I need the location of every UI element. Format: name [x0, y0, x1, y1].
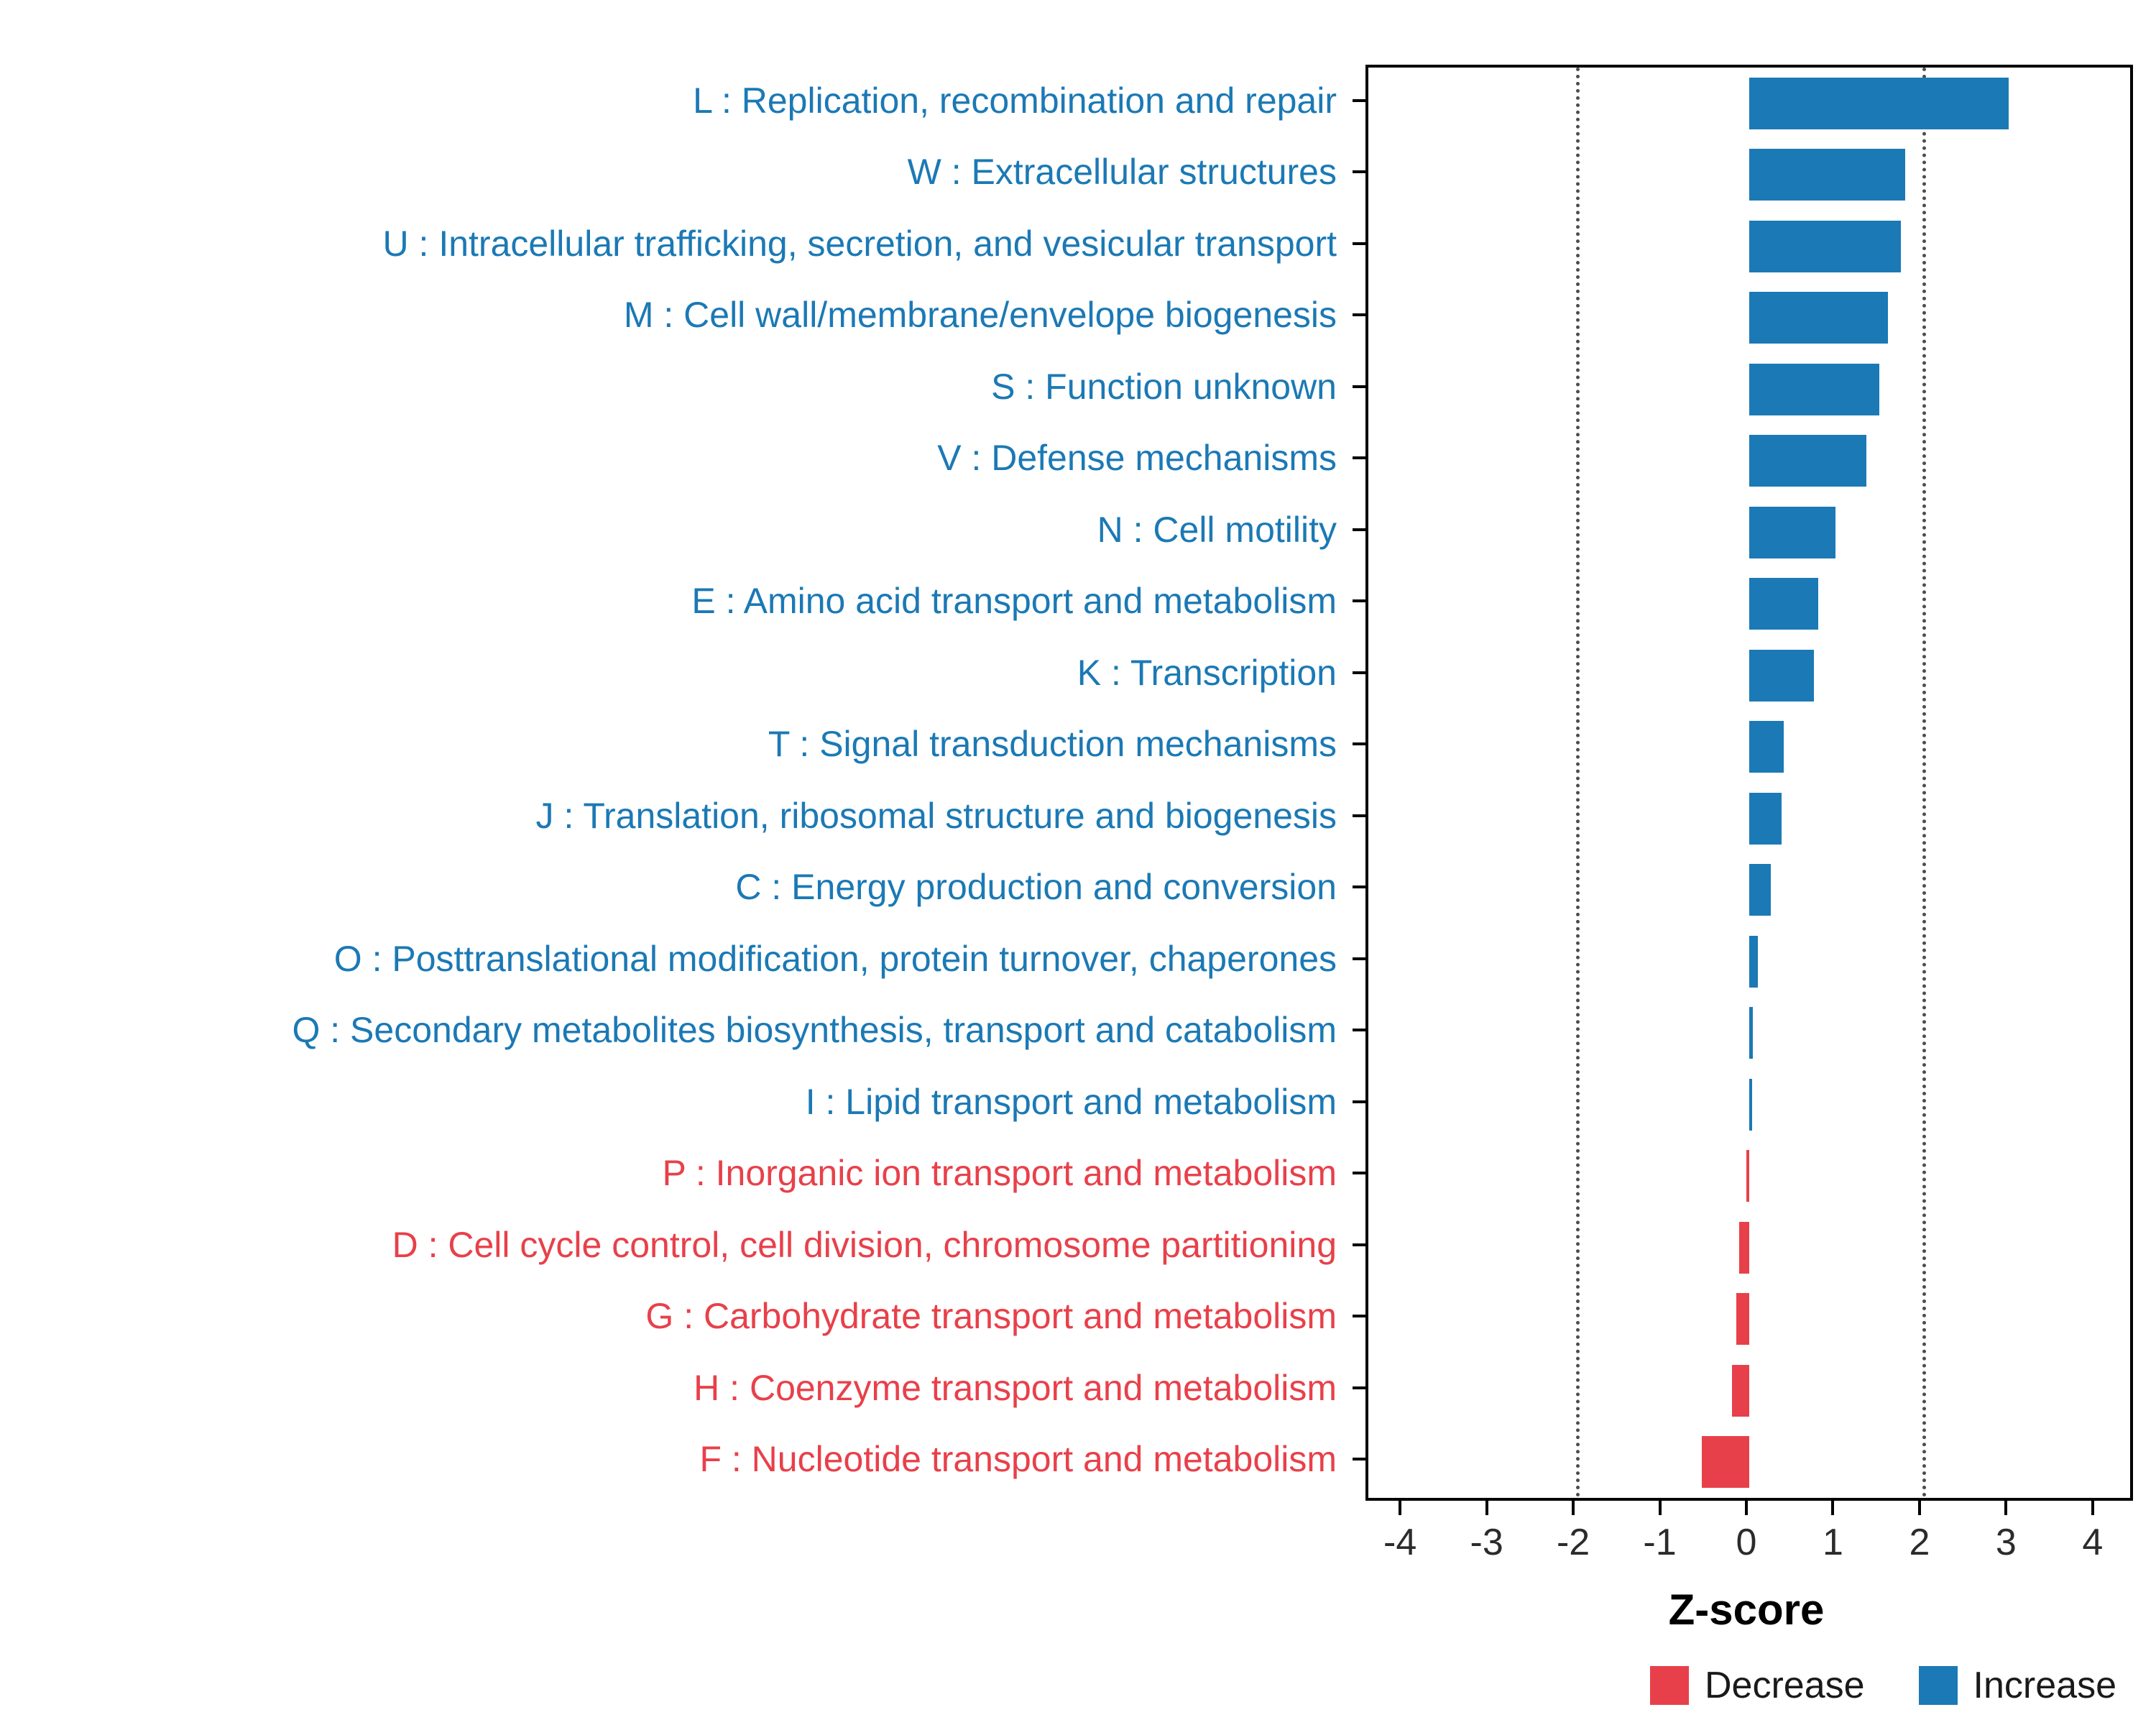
- x-tick-label: -4: [1383, 1522, 1417, 1563]
- y-tick-mark: [1353, 1029, 1365, 1031]
- bar: [1701, 1436, 1749, 1488]
- legend-item-increase: Increase: [1918, 1664, 2116, 1707]
- y-tick-mark: [1353, 1458, 1365, 1460]
- category-label: V : Defense mechanisms: [937, 438, 1337, 478]
- plot-panel: [1365, 65, 2133, 1501]
- bar: [1746, 1150, 1749, 1202]
- x-axis-title: Z-score: [1668, 1586, 1825, 1634]
- y-tick-mark: [1353, 742, 1365, 745]
- bar: [1749, 364, 1879, 415]
- category-label: H : Coenzyme transport and metabolism: [694, 1368, 1337, 1408]
- reference-line: [1922, 68, 1926, 1498]
- y-tick-mark: [1353, 313, 1365, 316]
- bar: [1749, 864, 1772, 916]
- category-label: F : Nucleotide transport and metabolism: [699, 1439, 1337, 1479]
- category-label: P : Inorganic ion transport and metaboli…: [662, 1153, 1337, 1193]
- x-tick-label: 2: [1909, 1522, 1930, 1563]
- y-tick-mark: [1353, 170, 1365, 173]
- bar: [1749, 507, 1836, 558]
- bar: [1749, 936, 1759, 988]
- bar: [1749, 292, 1888, 344]
- y-tick-mark: [1353, 242, 1365, 245]
- category-label: D : Cell cycle control, cell division, c…: [392, 1225, 1337, 1265]
- x-tick-mark: [1399, 1501, 1401, 1515]
- y-tick-mark: [1353, 957, 1365, 960]
- category-label: U : Intracellular trafficking, secretion…: [382, 224, 1337, 264]
- x-tick-mark: [2004, 1501, 2007, 1515]
- y-tick-mark: [1353, 1315, 1365, 1317]
- y-tick-mark: [1353, 99, 1365, 102]
- x-tick-mark: [1831, 1501, 1834, 1515]
- legend-swatch-increase: [1918, 1666, 1958, 1705]
- bar: [1749, 435, 1866, 487]
- legend-item-decrease: Decrease: [1649, 1664, 1865, 1707]
- x-tick-label: -1: [1643, 1522, 1677, 1563]
- bar: [1731, 1365, 1749, 1417]
- y-tick-mark: [1353, 599, 1365, 602]
- category-label: N : Cell motility: [1097, 510, 1337, 550]
- x-tick-mark: [1745, 1501, 1748, 1515]
- category-label: I : Lipid transport and metabolism: [805, 1082, 1337, 1122]
- x-tick-mark: [1659, 1501, 1662, 1515]
- category-label: S : Function unknown: [991, 367, 1337, 407]
- x-tick-label: 0: [1736, 1522, 1757, 1563]
- legend: Decrease Increase: [1649, 1664, 2116, 1707]
- bar: [1749, 578, 1819, 630]
- reference-line: [1576, 68, 1580, 1498]
- category-label: G : Carbohydrate transport and metabolis…: [645, 1296, 1337, 1336]
- x-tick-label: 1: [1822, 1522, 1843, 1563]
- category-label: O : Posttranslational modification, prot…: [333, 939, 1337, 979]
- y-tick-mark: [1353, 456, 1365, 459]
- y-tick-mark: [1353, 1172, 1365, 1174]
- category-label: C : Energy production and conversion: [735, 867, 1337, 907]
- y-tick-mark: [1353, 814, 1365, 817]
- x-tick-mark: [2091, 1501, 2094, 1515]
- x-tick-label: -2: [1556, 1522, 1590, 1563]
- category-label: W : Extracellular structures: [907, 152, 1337, 192]
- y-tick-mark: [1353, 671, 1365, 674]
- x-tick-label: -3: [1470, 1522, 1503, 1563]
- category-label: J : Translation, ribosomal structure and…: [535, 796, 1337, 836]
- y-tick-mark: [1353, 1243, 1365, 1246]
- category-label: Q : Secondary metabolites biosynthesis, …: [292, 1010, 1337, 1050]
- bar: [1749, 793, 1782, 845]
- category-label: E : Amino acid transport and metabolism: [691, 581, 1337, 621]
- bar: [1736, 1293, 1749, 1345]
- bar: [1749, 221, 1901, 272]
- bar: [1738, 1222, 1749, 1274]
- x-tick-mark: [1918, 1501, 1921, 1515]
- category-label: M : Cell wall/membrane/envelope biogenes…: [623, 295, 1337, 335]
- x-tick-mark: [1485, 1501, 1488, 1515]
- bar: [1749, 149, 1905, 201]
- category-label: T : Signal transduction mechanisms: [768, 724, 1337, 764]
- legend-label: Increase: [1973, 1665, 2116, 1706]
- legend-swatch-decrease: [1649, 1666, 1689, 1705]
- y-tick-mark: [1353, 1386, 1365, 1389]
- bar: [1749, 1079, 1752, 1131]
- y-tick-mark: [1353, 385, 1365, 388]
- bar: [1749, 721, 1784, 773]
- x-tick-label: 3: [1995, 1522, 2017, 1563]
- x-tick-label: 4: [2082, 1522, 2104, 1563]
- legend-label: Decrease: [1704, 1665, 1865, 1706]
- category-label: K : Transcription: [1077, 653, 1337, 693]
- bar: [1749, 78, 2009, 129]
- category-label: L : Replication, recombination and repai…: [693, 80, 1337, 121]
- y-tick-mark: [1353, 1100, 1365, 1103]
- bar: [1749, 1007, 1753, 1059]
- y-tick-mark: [1353, 528, 1365, 531]
- y-tick-mark: [1353, 886, 1365, 888]
- x-tick-mark: [1572, 1501, 1575, 1515]
- bar: [1749, 650, 1815, 702]
